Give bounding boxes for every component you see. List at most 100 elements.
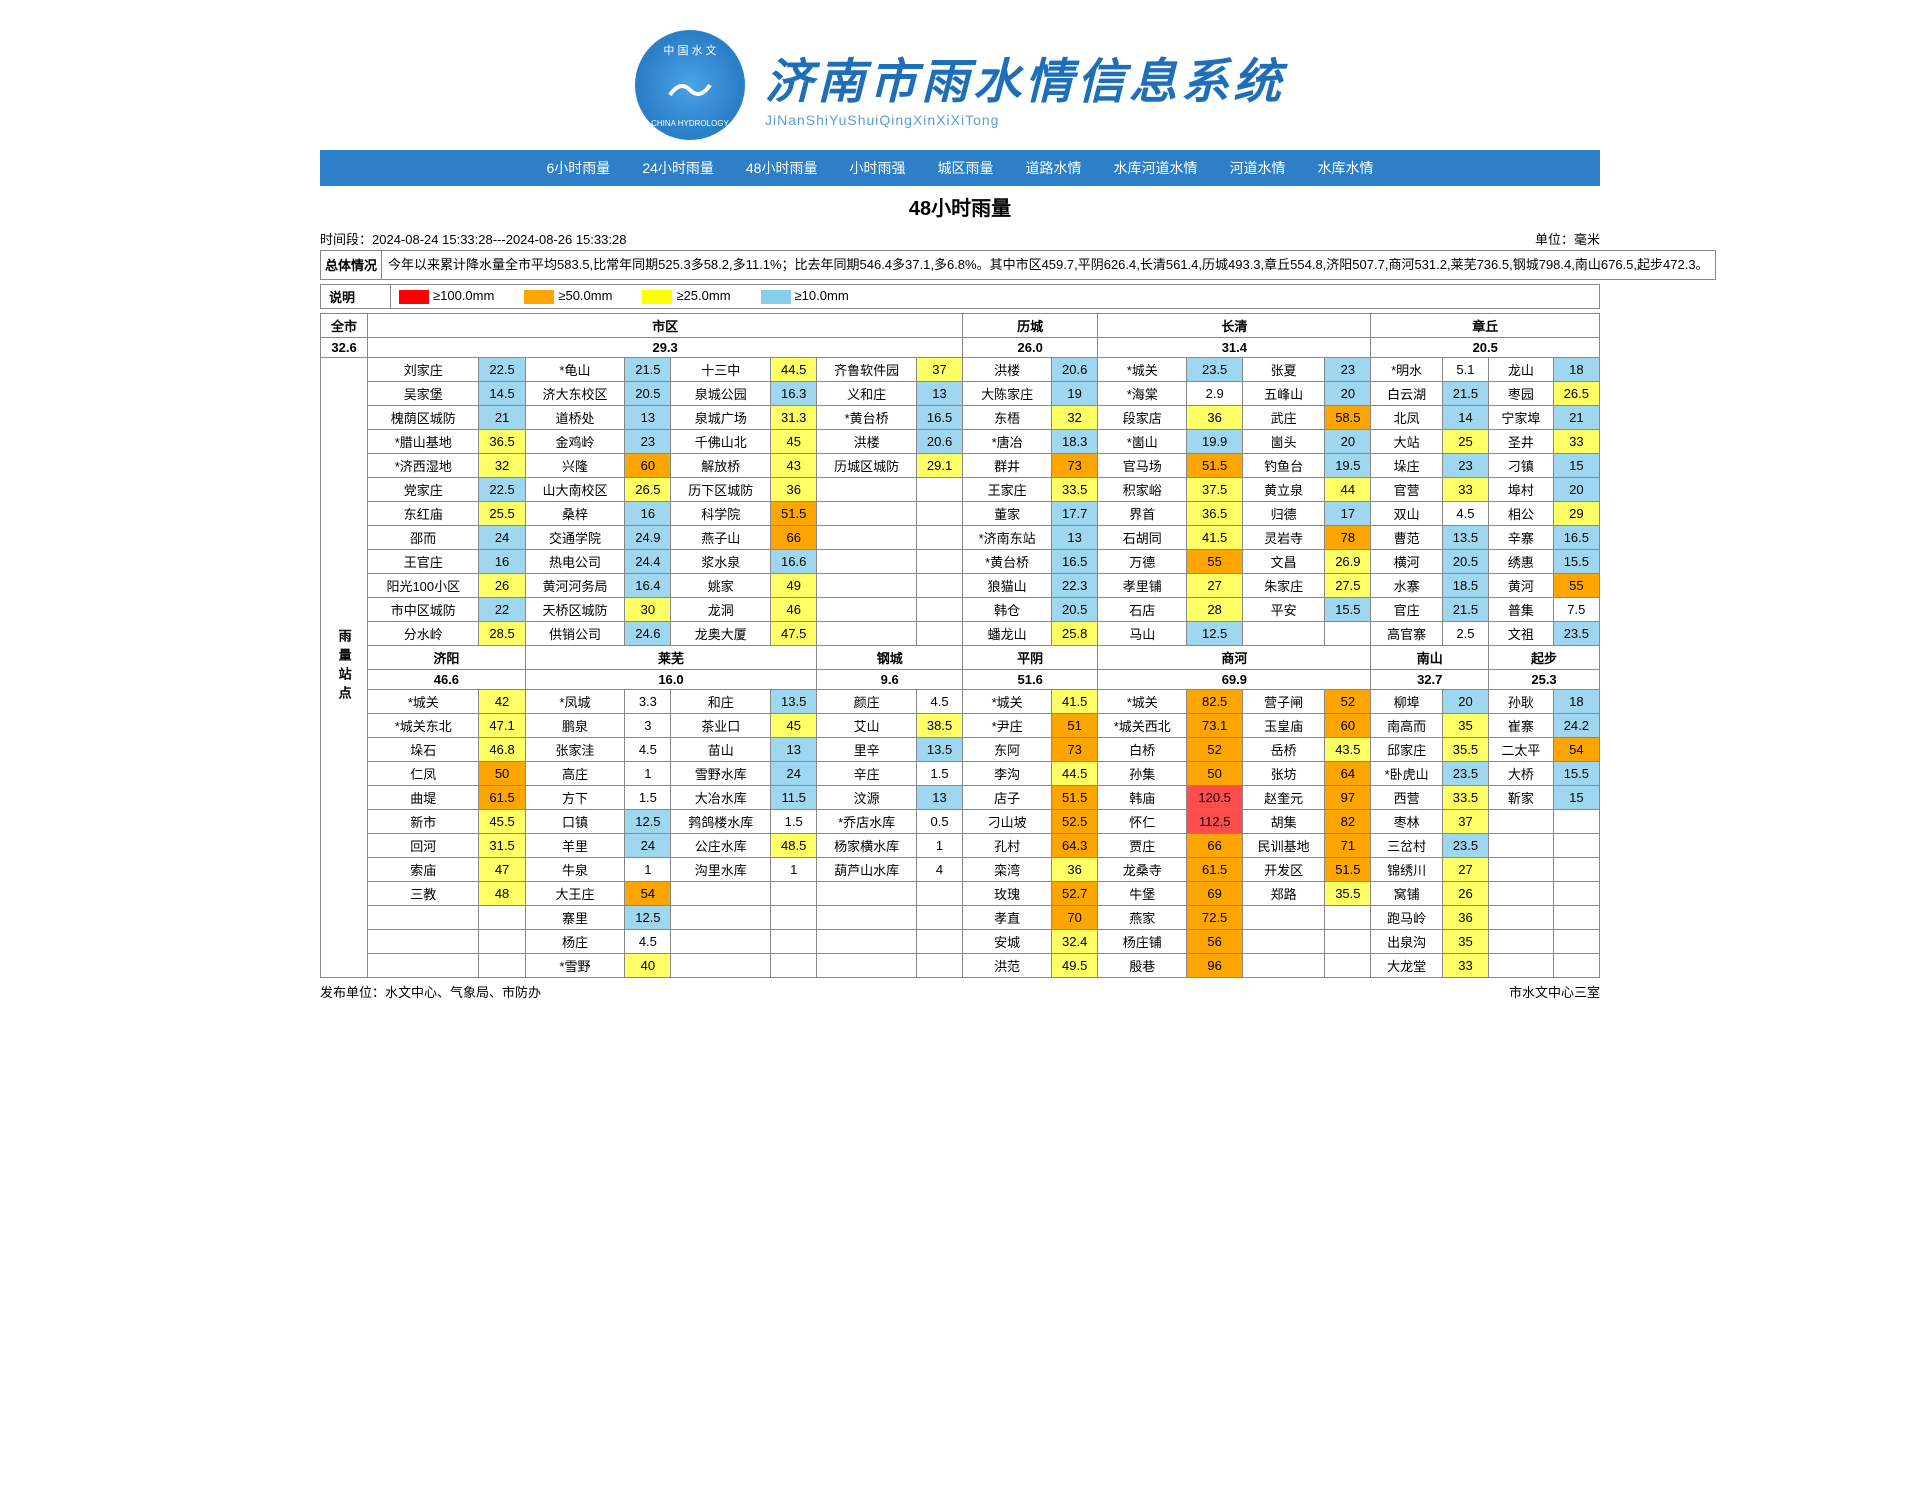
station-value: 28 — [1187, 597, 1243, 621]
station-name: 赵奎元 — [1243, 785, 1325, 809]
station-value — [1553, 953, 1599, 977]
station-name: 绣惠 — [1489, 549, 1554, 573]
station-name: 平安 — [1243, 597, 1325, 621]
station-name: 沟里水库 — [671, 857, 771, 881]
station-value: 26 — [1442, 881, 1488, 905]
station-value: 21 — [479, 405, 525, 429]
nav-item[interactable]: 6小时雨量 — [531, 150, 627, 186]
station-value: 46 — [771, 597, 817, 621]
station-value: 20.6 — [916, 429, 962, 453]
station-name: 山大南校区 — [525, 477, 625, 501]
station-value: 21.5 — [625, 357, 671, 381]
station-value: 45.5 — [479, 809, 525, 833]
station-value: 36 — [771, 477, 817, 501]
station-name: 水寨 — [1371, 573, 1442, 597]
station-name: 石胡同 — [1098, 525, 1187, 549]
station-value: 2.9 — [1187, 381, 1243, 405]
nav-item[interactable]: 48小时雨量 — [730, 150, 834, 186]
station-value: 42 — [479, 689, 525, 713]
nav-item[interactable]: 水库水情 — [1301, 150, 1389, 186]
station-value: 13 — [771, 737, 817, 761]
station-value: 1 — [625, 761, 671, 785]
station-name: 孝直 — [963, 905, 1052, 929]
station-value — [916, 597, 962, 621]
station-name: 龙桑寺 — [1098, 857, 1187, 881]
station-value: 64 — [1325, 761, 1371, 785]
nav-item[interactable]: 城区雨量 — [921, 150, 1009, 186]
station-name: 泉城公园 — [671, 381, 771, 405]
station-name: 官营 — [1371, 477, 1442, 501]
station-name: 北凤 — [1371, 405, 1442, 429]
station-value: 13 — [1052, 525, 1098, 549]
station-value — [1325, 929, 1371, 953]
nav-item[interactable]: 道路水情 — [1009, 150, 1097, 186]
station-name — [817, 905, 917, 929]
station-name: 文昌 — [1243, 549, 1325, 573]
station-value: 13.5 — [916, 737, 962, 761]
situation-text: 今年以来累计降水量全市平均583.5,比常年同期525.3多58.2,多11.1… — [382, 251, 1716, 280]
station-name — [1243, 621, 1325, 645]
station-value: 24.6 — [625, 621, 671, 645]
station-value: 40 — [625, 953, 671, 977]
station-name: 西营 — [1371, 785, 1442, 809]
station-value: 16.4 — [625, 573, 671, 597]
region-name: 起步 — [1489, 645, 1600, 669]
nav-item[interactable]: 小时雨强 — [833, 150, 921, 186]
station-value: 12.5 — [625, 905, 671, 929]
station-name: 李沟 — [963, 761, 1052, 785]
station-value: 45 — [771, 713, 817, 737]
station-name — [1489, 881, 1554, 905]
station-name: 回河 — [368, 833, 479, 857]
station-value: 23 — [1442, 453, 1488, 477]
station-value: 25.8 — [1052, 621, 1098, 645]
station-value: 50 — [479, 761, 525, 785]
station-name: 钓鱼台 — [1243, 453, 1325, 477]
nav-item[interactable]: 河道水情 — [1213, 150, 1301, 186]
station-value — [1553, 881, 1599, 905]
station-value: 15 — [1553, 785, 1599, 809]
nav-item[interactable]: 24小时雨量 — [626, 150, 730, 186]
nav-item[interactable]: 水库河道水情 — [1097, 150, 1213, 186]
station-value: 17 — [1325, 501, 1371, 525]
station-value: 4.5 — [916, 689, 962, 713]
station-name: 孙耿 — [1489, 689, 1554, 713]
station-name: 吴家堡 — [368, 381, 479, 405]
station-value: 27 — [1442, 857, 1488, 881]
station-name: 玫瑰 — [963, 881, 1052, 905]
station-name: *崮山 — [1098, 429, 1187, 453]
situation-label: 总体情况 — [321, 251, 382, 280]
station-value: 24 — [771, 761, 817, 785]
station-name: 龙奥大厦 — [671, 621, 771, 645]
station-name: 里辛 — [817, 737, 917, 761]
station-value: 20.6 — [1052, 357, 1098, 381]
station-name — [817, 929, 917, 953]
station-value: 82 — [1325, 809, 1371, 833]
station-name: 官马场 — [1098, 453, 1187, 477]
station-value: 46.8 — [479, 737, 525, 761]
station-name: 道桥处 — [525, 405, 625, 429]
station-value: 20 — [1325, 429, 1371, 453]
region-name: 钢城 — [817, 645, 963, 669]
station-value: 19.9 — [1187, 429, 1243, 453]
total-label: 全市 — [321, 313, 368, 337]
station-value — [916, 501, 962, 525]
station-value: 32 — [479, 453, 525, 477]
station-value — [771, 881, 817, 905]
region-value: 31.4 — [1098, 337, 1371, 357]
station-value: 22 — [479, 597, 525, 621]
station-name: *明水 — [1371, 357, 1442, 381]
station-value: 17.7 — [1052, 501, 1098, 525]
dept: 市水文中心三室 — [1509, 982, 1600, 1001]
station-name: 阳光100小区 — [368, 573, 479, 597]
station-name: 市中区城防 — [368, 597, 479, 621]
station-value: 29.1 — [916, 453, 962, 477]
station-value: 47.1 — [479, 713, 525, 737]
station-name — [1243, 929, 1325, 953]
station-value: 32.4 — [1052, 929, 1098, 953]
station-value: 21.5 — [1442, 597, 1488, 621]
station-name: 浆水泉 — [671, 549, 771, 573]
station-value — [916, 549, 962, 573]
station-value — [1325, 905, 1371, 929]
station-name: *城关 — [1098, 357, 1187, 381]
station-value: 54 — [625, 881, 671, 905]
